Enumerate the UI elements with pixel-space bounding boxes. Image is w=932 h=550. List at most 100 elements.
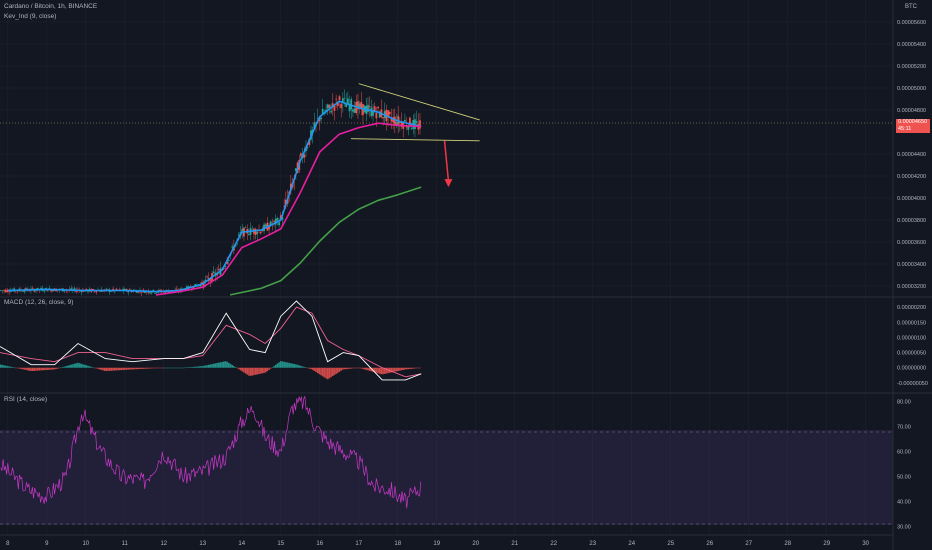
macd-legend[interactable]: MACD (12, 26, close, 9) xyxy=(4,299,74,306)
macd-hist-bar xyxy=(269,367,272,369)
macd-hist-bar xyxy=(221,361,223,368)
macd-hist-bar xyxy=(249,367,252,376)
candle-body xyxy=(264,224,267,227)
macd-hist-bar xyxy=(63,366,66,368)
macd-hist-bar xyxy=(13,367,15,368)
macd-hist-bar xyxy=(243,367,245,373)
candle-body xyxy=(135,290,138,293)
candle-body xyxy=(330,110,333,113)
candle-body xyxy=(155,292,158,294)
indicator-legend[interactable]: Kev_Ind (9, close) xyxy=(4,13,57,20)
time-tick-label: 17 xyxy=(355,541,362,547)
macd-hist-bar xyxy=(340,367,342,371)
candle-body xyxy=(6,289,9,292)
currency-unit-button[interactable]: BTC xyxy=(905,4,917,10)
candle-body xyxy=(110,291,113,292)
candle-body xyxy=(353,108,356,113)
macd-hist-bar xyxy=(207,364,210,368)
triangle-lower-trendline[interactable] xyxy=(350,138,480,142)
macd-hist-bar xyxy=(176,367,178,369)
macd-hist-bar xyxy=(358,367,361,369)
macd-hist-bar xyxy=(273,366,275,368)
macd-hist-bar xyxy=(238,367,240,370)
candle-body xyxy=(303,154,306,158)
macd-hist-bar xyxy=(40,367,42,371)
macd-hist-bar xyxy=(92,367,94,368)
macd-hist-bar xyxy=(82,364,84,368)
macd-hist-bar xyxy=(285,362,287,368)
macd-hist-bar xyxy=(236,367,239,369)
macd-hist-bar xyxy=(83,364,86,368)
macd-hist-bar xyxy=(256,367,259,375)
macd-hist-bar xyxy=(315,367,317,373)
macd-hist-bar xyxy=(394,367,396,372)
candle-body xyxy=(237,234,240,236)
macd-hist-bar xyxy=(253,367,255,376)
candle-body xyxy=(403,119,406,122)
macd-hist-bar xyxy=(6,366,9,368)
candle-body xyxy=(128,289,131,291)
time-axis[interactable]: 8 9 10 11 12 13 14 15 16 17 18 19 20 21 22 23 24 25 26 27 28… xyxy=(6,541,870,547)
macd-hist-bar xyxy=(90,366,93,368)
candle-body xyxy=(206,276,208,278)
macd-hist-bar xyxy=(182,367,185,369)
candle-body xyxy=(85,288,88,291)
rsi-tick-label: 40.00 xyxy=(897,500,911,506)
macd-hist-bar xyxy=(363,367,366,370)
candle-body xyxy=(279,215,282,220)
macd-hist-bar xyxy=(326,367,329,380)
macd-hist-bar xyxy=(184,367,187,369)
macd-hist-bar xyxy=(171,367,173,369)
macd-hist-bar xyxy=(159,367,161,369)
macd-hist-bar xyxy=(303,366,306,368)
time-tick-label: 21 xyxy=(511,541,518,547)
macd-hist-bar xyxy=(402,367,405,370)
macd-hist-bar xyxy=(77,362,79,368)
macd-hist-bar xyxy=(135,367,138,370)
macd-hist-bar xyxy=(266,367,269,372)
macd-hist-bar xyxy=(264,367,267,373)
macd-hist-bar xyxy=(5,365,7,368)
macd-hist-bar xyxy=(244,367,247,374)
candle-body xyxy=(95,291,98,293)
rsi-legend[interactable]: RSI (14, close) xyxy=(4,396,47,403)
macd-hist-bar xyxy=(404,367,406,370)
candle-body xyxy=(144,291,146,294)
symbol-legend[interactable]: Cardano / Bitcoin, 1h, BINANCE xyxy=(4,3,98,10)
time-tick-label: 11 xyxy=(122,541,129,547)
candle-body xyxy=(321,108,324,115)
candle-body xyxy=(368,106,371,108)
macd-hist-bar xyxy=(160,367,163,369)
macd-hist-bar xyxy=(11,367,14,368)
candle-body xyxy=(269,221,272,226)
candle-body xyxy=(326,104,329,109)
candle-body xyxy=(375,112,378,119)
down-arrow-shaft[interactable] xyxy=(443,140,450,182)
macd-hist-bar xyxy=(127,367,130,370)
candle-body xyxy=(372,109,374,116)
triangle-upper-trendline[interactable] xyxy=(358,83,480,121)
macd-hist-bar xyxy=(290,363,292,368)
macd-hist-bar xyxy=(397,367,399,371)
candle-body xyxy=(395,122,398,126)
down-arrow-head-icon[interactable] xyxy=(444,179,453,188)
macd-hist-bar xyxy=(165,367,168,369)
macd-hist-bar xyxy=(357,367,359,369)
macd-hist-bar xyxy=(58,367,61,369)
macd-tick-label: -0.00000050 xyxy=(897,381,928,387)
macd-hist-bar xyxy=(318,367,321,375)
rsi-tick-label: 80.00 xyxy=(897,400,911,406)
macd-axis[interactable]: 0.00000200 0.00000150 0.00000100 0.00000050… xyxy=(897,305,928,387)
candle-body xyxy=(92,288,94,291)
candle-body xyxy=(346,98,349,105)
macd-hist-bar xyxy=(95,367,98,369)
macd-hist-bar xyxy=(283,361,285,368)
macd-hist-bar xyxy=(311,367,314,370)
candle-body xyxy=(256,232,259,234)
rsi-axis[interactable]: 80.00 70.00 60.00 50.00 40.00 30.00 xyxy=(897,400,911,531)
macd-hist-bar xyxy=(278,362,280,368)
drawing-annotations[interactable] xyxy=(350,83,480,188)
price-axis[interactable]: 0.00005600 0.00005400 0.00005200 0.00005000… xyxy=(897,20,926,290)
